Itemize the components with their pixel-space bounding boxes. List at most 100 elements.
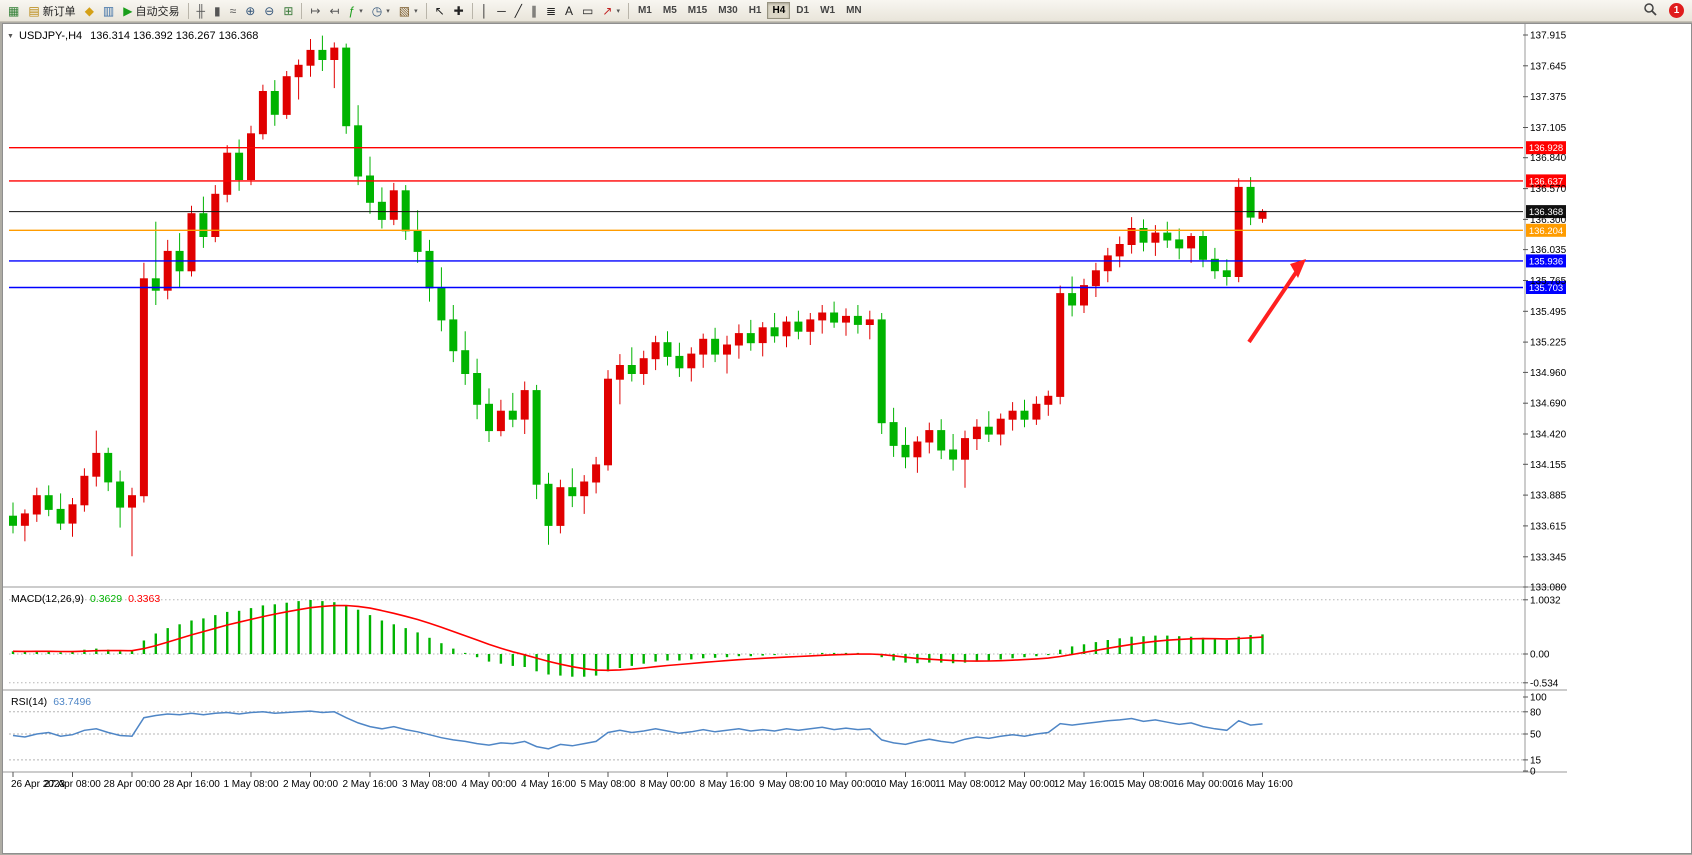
timeframe-m30[interactable]: M30 (713, 2, 742, 19)
svg-text:133.345: 133.345 (1530, 552, 1567, 563)
chart-canvas[interactable]: 136.928 136.637 136.368 136.204 135.936 135.7… (3, 24, 1691, 853)
svg-text:8 May 00:00: 8 May 00:00 (640, 779, 695, 790)
svg-text:12 May 00:00: 12 May 00:00 (994, 779, 1055, 790)
svg-text:135.765: 135.765 (1530, 276, 1567, 287)
bar-chart-button[interactable]: ╫ (193, 2, 210, 20)
candlestick-chart-button[interactable]: ▮ (210, 2, 225, 20)
svg-text:16 May 16:00: 16 May 16:00 (1232, 779, 1293, 790)
equidistant-channel-icon: ∥ (530, 3, 537, 18)
candles-layer (9, 35, 1267, 557)
tile-windows-button[interactable]: ⊞ (279, 2, 297, 20)
fibonacci-icon: ≣ (545, 3, 557, 18)
svg-text:RSI(14)63.7496: RSI(14) 63.7496 (11, 696, 91, 708)
toolbar-separator (425, 2, 427, 19)
macd-signal-line (12, 604, 1263, 672)
timeframe-m1[interactable]: M1 (633, 2, 657, 19)
autotrading-button[interactable]: ▶ 自动交易 (119, 2, 183, 20)
pane-separators[interactable] (3, 586, 1567, 773)
timeframe-d1[interactable]: D1 (791, 2, 814, 19)
timeframe-h4[interactable]: H4 (767, 2, 791, 19)
arrows-tool-button[interactable]: ↗ ▾ (598, 2, 624, 20)
svg-text:1.0032: 1.0032 (1530, 595, 1561, 606)
svg-text:10 May 16:00: 10 May 16:00 (875, 779, 936, 790)
chevron-down-icon: ▾ (359, 7, 363, 15)
chevron-down-icon: ▾ (386, 7, 390, 15)
new-order-label: 新订单 (42, 5, 76, 18)
chart-title: ▼ USDJPY-,H4 136.314 136.392 136.267 136.3… (7, 30, 258, 42)
vertical-line-icon: │ (480, 3, 489, 18)
crosshair-button[interactable]: ✚ (450, 2, 468, 20)
periods-button[interactable]: ◷ ▾ (368, 2, 394, 20)
new-order-button[interactable]: ▤ 新订单 (24, 2, 79, 20)
chevron-down-icon: ▾ (414, 7, 418, 15)
svg-text:12 May 16:00: 12 May 16:00 (1054, 779, 1115, 790)
auto-scroll-icon: ↦ (310, 3, 321, 18)
chart-window: 136.928 136.637 136.368 136.204 135.936 135.7… (2, 23, 1692, 854)
svg-text:133.885: 133.885 (1530, 491, 1567, 502)
zoom-in-button[interactable]: ⊕ (241, 2, 259, 20)
navigator-icon: ▥ (102, 3, 115, 18)
templates-button[interactable]: ▧ ▾ (395, 2, 422, 20)
toolbar: ▦ ▤ 新订单 ◆ ▥ ▶ 自动交易 ╫ ▮ ≈ ⊕ ⊖ ⊞ ↦ ↤ ƒ ▾ ◷ ▾ ▧ ▾ ↖ ✚ │ ─ ╱ ∥ ≣ A ▭ ↗ ▾ M1… (0, 0, 1692, 22)
svg-text:136.840: 136.840 (1530, 153, 1567, 164)
svg-text:15: 15 (1530, 755, 1542, 766)
price-axis[interactable]: 137.915 137.645 137.375 137.105 136.840 136.5… (1523, 31, 1567, 594)
market-watch-icon: ◆ (84, 3, 94, 18)
zoom-out-button[interactable]: ⊖ (260, 2, 278, 20)
svg-text:50: 50 (1530, 730, 1542, 741)
trendline-icon: ╱ (514, 3, 522, 18)
navigator-button[interactable]: ▥ (99, 2, 118, 20)
text-label-icon: ▭ (582, 3, 594, 18)
svg-text:134.420: 134.420 (1530, 430, 1567, 441)
chart-background[interactable] (3, 24, 1691, 853)
search-icon (1643, 2, 1657, 19)
trendline-button[interactable]: ╱ (511, 2, 526, 20)
svg-text:4 May 16:00: 4 May 16:00 (521, 779, 576, 790)
svg-text:8 May 16:00: 8 May 16:00 (699, 779, 754, 790)
search-button[interactable] (1639, 2, 1661, 20)
ohlc-values: 136.314 136.392 136.267 136.368 (90, 30, 258, 42)
arrow-annotation[interactable] (1247, 259, 1306, 344)
svg-text:135.225: 135.225 (1530, 338, 1567, 349)
line-chart-button[interactable]: ≈ (226, 2, 241, 20)
vertical-line-button[interactable]: │ (477, 2, 493, 20)
horizontal-level-lines[interactable]: 136.928 136.637 136.368 136.204 135.936 135.7… (9, 141, 1566, 294)
indicators-button[interactable]: ƒ ▾ (345, 2, 367, 20)
timeframe-w1[interactable]: W1 (815, 2, 840, 19)
svg-text:5 May 08:00: 5 May 08:00 (580, 779, 635, 790)
chevron-down-icon: ▾ (616, 7, 620, 15)
timeframe-m15[interactable]: M15 (683, 2, 712, 19)
svg-text:9 May 08:00: 9 May 08:00 (759, 779, 814, 790)
svg-text:136.570: 136.570 (1530, 184, 1567, 195)
chart-shift-button[interactable]: ↤ (325, 2, 343, 20)
svg-text:134.960: 134.960 (1530, 368, 1567, 379)
svg-text:133.615: 133.615 (1530, 521, 1567, 532)
new-chart-button[interactable]: ▦ (4, 2, 23, 20)
text-label-button[interactable]: ▭ (578, 2, 597, 20)
equidistant-channel-button[interactable]: ∥ (527, 2, 541, 20)
toolbar-separator (471, 2, 473, 19)
tile-windows-icon: ⊞ (283, 3, 294, 18)
autotrading-label: 自动交易 (135, 5, 180, 18)
svg-text:11 May 08:00: 11 May 08:00 (935, 779, 995, 790)
notification-badge[interactable]: 1 (1669, 3, 1684, 18)
svg-text:28 Apr 16:00: 28 Apr 16:00 (163, 779, 220, 790)
timeframe-m5[interactable]: M5 (658, 2, 682, 19)
svg-text:10 May 00:00: 10 May 00:00 (816, 779, 877, 790)
fibonacci-button[interactable]: ≣ (542, 2, 560, 20)
svg-text:136.368: 136.368 (1529, 207, 1563, 218)
bar-chart-icon: ╫ (196, 3, 206, 18)
svg-text:137.915: 137.915 (1530, 31, 1567, 42)
cursor-button[interactable]: ↖ (431, 2, 449, 20)
text-button[interactable]: A (561, 2, 577, 20)
svg-text:136.204: 136.204 (1529, 226, 1563, 237)
horizontal-line-button[interactable]: ─ (493, 2, 510, 20)
svg-text:136.035: 136.035 (1530, 245, 1567, 256)
market-watch-button[interactable]: ◆ (81, 2, 98, 20)
timeframe-h1[interactable]: H1 (744, 2, 767, 19)
auto-scroll-button[interactable]: ↦ (306, 2, 324, 20)
timeframe-mn[interactable]: MN (841, 2, 867, 19)
